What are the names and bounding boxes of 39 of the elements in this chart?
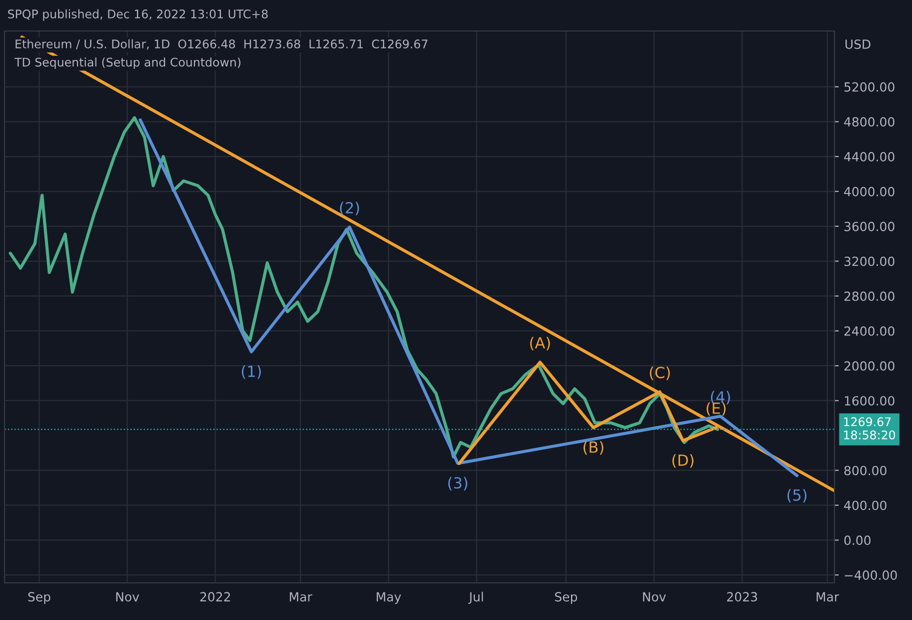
y-tick-label: 2400.00 — [844, 326, 894, 336]
annotation: (4) — [710, 390, 730, 404]
y-tick-label: 5200.00 — [844, 82, 894, 92]
x-tick-label: Mar — [816, 592, 840, 602]
text: SPQP published, Dec 16, 2022 13:01 UTC+8 — [8, 9, 268, 21]
annotation: (1) — [242, 365, 261, 379]
y-tick-label: 2800.00 — [844, 291, 894, 301]
y-tick-label: 3600.00 — [844, 222, 894, 232]
x-tick-label: May — [376, 592, 402, 604]
y-tick-label: −400.00 — [844, 570, 897, 580]
x-tick-label: Nov — [116, 592, 140, 602]
text: TD Sequential (Setup and Countdown) — [14, 57, 240, 69]
x-tick-label: 2022 — [200, 592, 230, 602]
annotation: (B) — [584, 441, 604, 455]
y-tick-label: 3200.00 — [844, 256, 894, 266]
y-tick-label: 2000.00 — [844, 361, 894, 371]
y-tick-label: 4400.00 — [844, 152, 894, 162]
x-tick-label: Nov — [643, 592, 666, 602]
y-tick-label: 4000.00 — [844, 186, 894, 196]
x-tick-label: Sep — [28, 592, 50, 604]
annotation: (D) — [672, 454, 694, 468]
x-tick-label: Jul — [468, 592, 483, 604]
annotation: (2) — [340, 202, 360, 216]
annotation: (5) — [787, 489, 806, 503]
y-tick-label: 400.00 — [844, 500, 886, 510]
annotation: (E) — [706, 402, 726, 416]
x-tick-label: 2023 — [727, 592, 758, 602]
ref-line-label: 1269.67 18:58:20 — [844, 417, 896, 440]
annotation: (A) — [530, 336, 550, 350]
text: Ethereum / U.S. Dollar, 1D O1266.48 H1273.68 L1265.71 C1269.67 — [16, 39, 428, 50]
y-tick-label: 4800.00 — [844, 117, 894, 127]
x-tick-label: Mar — [290, 592, 312, 602]
y-axis-title: USD — [846, 40, 870, 49]
y-tick-label: 1600.00 — [844, 396, 894, 406]
y-tick-label: 800.00 — [844, 466, 886, 476]
y-tick-label: 0.00 — [844, 536, 871, 546]
x-tick-label: Sep — [555, 592, 578, 604]
annotation: (3) — [448, 476, 468, 490]
annotation: (C) — [650, 366, 670, 380]
